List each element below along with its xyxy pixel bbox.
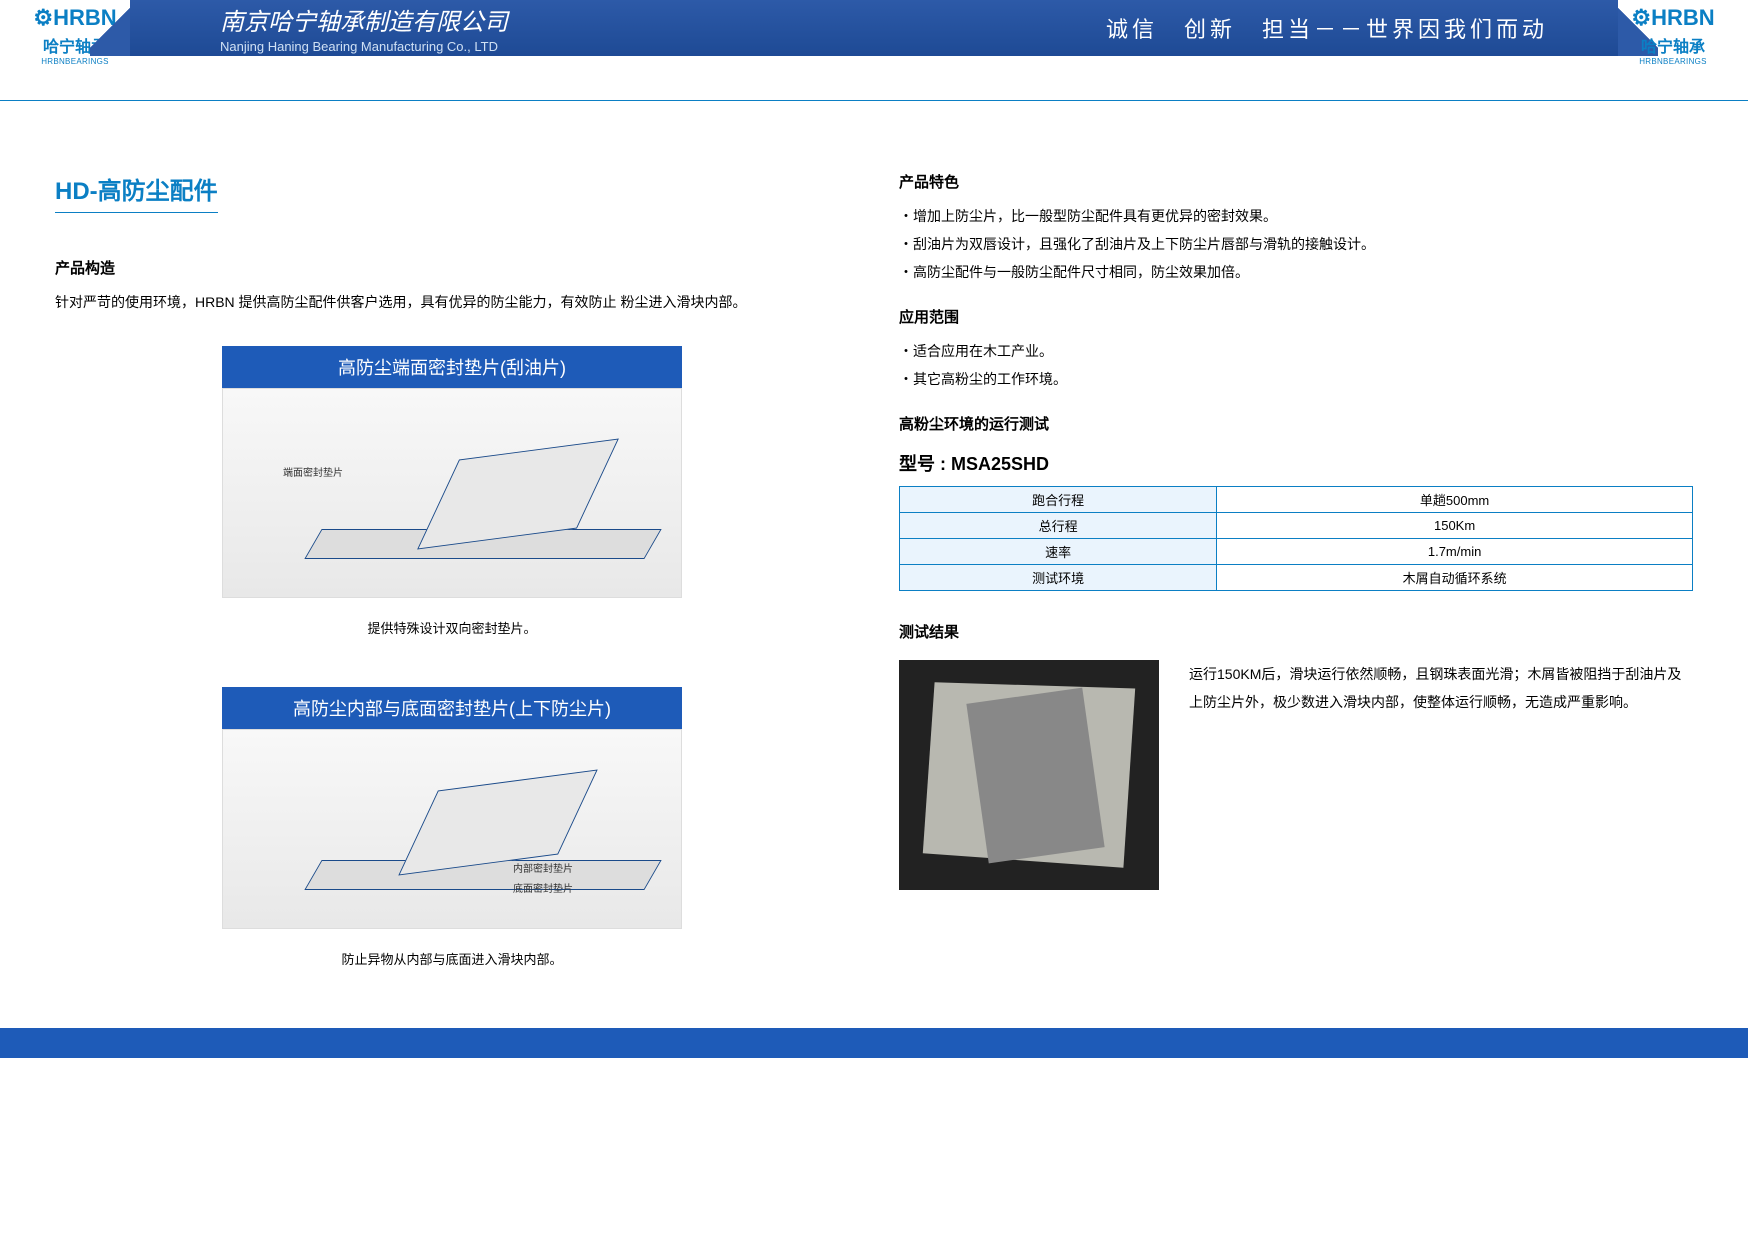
- header-band: ⚙HRBN 哈宁轴承 HRBNBEARINGS 南京哈宁轴承制造有限公司 Nan…: [0, 0, 1748, 60]
- feature-item: ・增加上防尘片，比一般型防尘配件具有更优异的密封效果。: [899, 202, 1693, 230]
- logo-en: HRBNBEARINGS: [1628, 57, 1718, 66]
- spec-key: 跑合行程: [900, 487, 1217, 513]
- diagram1-caption: 提供特殊设计双向密封垫片。: [222, 618, 682, 637]
- result-image: [899, 660, 1159, 890]
- page-title: HD-高防尘配件: [55, 171, 218, 213]
- test-head: 高粉尘环境的运行测试: [899, 413, 1693, 434]
- structure-body: 针对严苛的使用环境，HRBN 提供高防尘配件供客户选用，具有优异的防尘能力，有效…: [55, 288, 849, 316]
- diagram2-header: 高防尘内部与底面密封垫片(上下防尘片): [222, 687, 682, 729]
- spec-table: 跑合行程单趟500mm 总行程150Km 速率1.7m/min 测试环境木屑自动…: [899, 486, 1693, 591]
- application-item: ・适合应用在木工产业。: [899, 337, 1693, 365]
- feature-item: ・刮油片为双唇设计，且强化了刮油片及上下防尘片唇部与滑轨的接触设计。: [899, 230, 1693, 258]
- result-row: 运行150KM后，滑块运行依然顺畅，且钢珠表面光滑；木屑皆被阻挡于刮油片及上防尘…: [899, 660, 1693, 890]
- spec-val: 1.7m/min: [1217, 539, 1693, 565]
- model-label: 型号 : MSA25SHD: [899, 450, 1693, 476]
- header-banner: 南京哈宁轴承制造有限公司 Nanjing Haning Bearing Manu…: [130, 0, 1618, 56]
- table-row: 总行程150Km: [900, 513, 1693, 539]
- slogan: 诚信 创新 担当－－世界因我们而动: [1106, 12, 1548, 44]
- spec-key: 测试环境: [900, 565, 1217, 591]
- spec-val: 150Km: [1217, 513, 1693, 539]
- diagram1: 高防尘端面密封垫片(刮油片) 端面密封垫片 提供特殊设计双向密封垫片。: [222, 346, 682, 637]
- table-row: 测试环境木屑自动循环系统: [900, 565, 1693, 591]
- logo-right: ⚙HRBN 哈宁轴承 HRBNBEARINGS: [1628, 5, 1718, 66]
- left-column: HD-高防尘配件 产品构造 针对严苛的使用环境，HRBN 提供高防尘配件供客户选…: [55, 171, 849, 968]
- result-text: 运行150KM后，滑块运行依然顺畅，且钢珠表面光滑；木屑皆被阻挡于刮油片及上防尘…: [1189, 660, 1693, 716]
- result-head: 测试结果: [899, 621, 1693, 642]
- diagram1-header: 高防尘端面密封垫片(刮油片): [222, 346, 682, 388]
- features-head: 产品特色: [899, 171, 1693, 192]
- application-head: 应用范围: [899, 306, 1693, 327]
- diagram2-caption: 防止异物从内部与底面进入滑块内部。: [222, 949, 682, 968]
- footer-band: [0, 1028, 1748, 1058]
- spec-key: 总行程: [900, 513, 1217, 539]
- application-item: ・其它高粉尘的工作环境。: [899, 365, 1693, 393]
- diagram2-label2: 底面密封垫片: [513, 880, 573, 895]
- logo-en: HRBNBEARINGS: [30, 57, 120, 66]
- table-row: 速率1.7m/min: [900, 539, 1693, 565]
- logo-mark: ⚙HRBN: [1628, 5, 1718, 31]
- diagram2: 高防尘内部与底面密封垫片(上下防尘片) 内部密封垫片 底面密封垫片 防止异物从内…: [222, 687, 682, 968]
- structure-head: 产品构造: [55, 257, 849, 278]
- content: HD-高防尘配件 产品构造 针对严苛的使用环境，HRBN 提供高防尘配件供客户选…: [0, 101, 1748, 998]
- logo-cn: 哈宁轴承: [1628, 33, 1718, 57]
- diagram1-image: 端面密封垫片: [222, 388, 682, 598]
- right-column: 产品特色 ・增加上防尘片，比一般型防尘配件具有更优异的密封效果。 ・刮油片为双唇…: [899, 171, 1693, 968]
- spec-key: 速率: [900, 539, 1217, 565]
- spec-val: 木屑自动循环系统: [1217, 565, 1693, 591]
- feature-item: ・高防尘配件与一般防尘配件尺寸相同，防尘效果加倍。: [899, 258, 1693, 286]
- company-name-cn: 南京哈宁轴承制造有限公司: [220, 2, 508, 37]
- diagram2-image: 内部密封垫片 底面密封垫片: [222, 729, 682, 929]
- spec-val: 单趟500mm: [1217, 487, 1693, 513]
- diagram2-label1: 内部密封垫片: [513, 860, 573, 875]
- diagram1-label: 端面密封垫片: [283, 464, 343, 479]
- table-row: 跑合行程单趟500mm: [900, 487, 1693, 513]
- company-name-en: Nanjing Haning Bearing Manufacturing Co.…: [220, 39, 508, 54]
